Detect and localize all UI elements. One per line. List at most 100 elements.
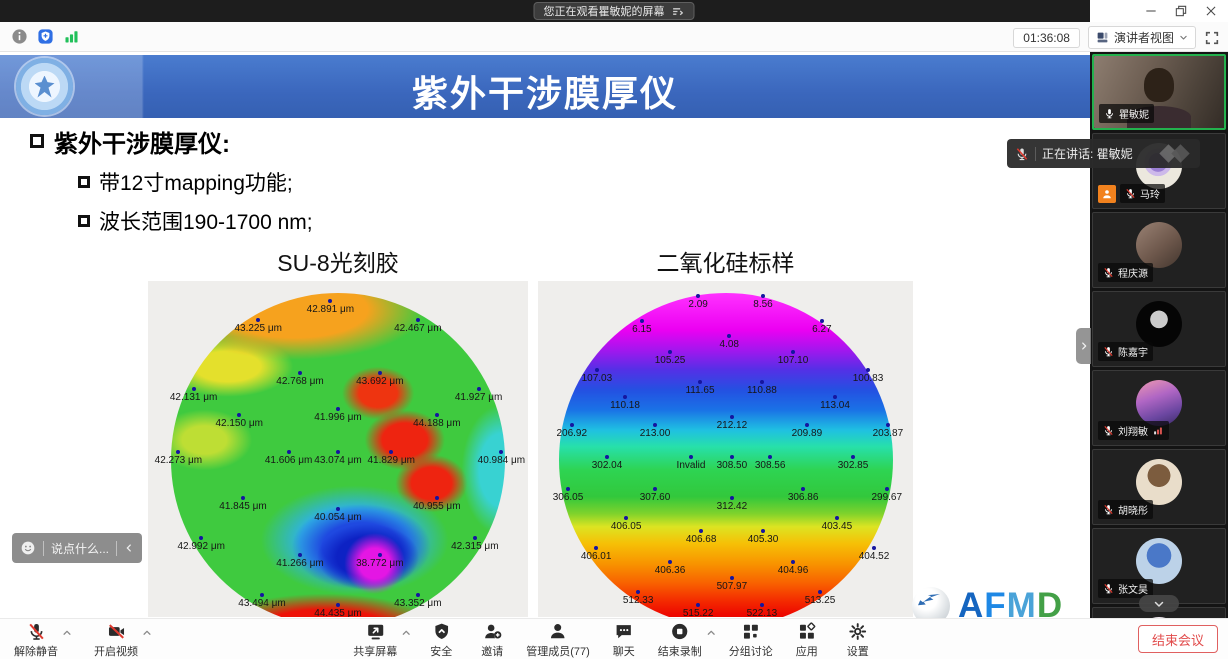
wafer-point-dot [594,368,599,373]
wafer-points-layer: 2.09 8.56 6.15 6.27 4.08 105.25 107.10 107.03 10… [538,281,913,617]
participant-tile[interactable]: 胡晓彤 [1092,449,1226,525]
participant-tile[interactable]: 瞿敏妮 [1092,54,1226,130]
meeting-security-shield-icon[interactable] [37,28,54,45]
tool-gear[interactable]: 设置 [841,622,875,659]
wafer-point-dot [377,552,382,557]
chevron-up-icon[interactable] [706,628,716,638]
tool-invite[interactable]: 邀请 [475,622,509,659]
screen-share-banner[interactable]: 您正在观看瞿敏妮的屏幕 [533,2,695,20]
watermark-icon [1158,143,1192,164]
collapse-chat-icon[interactable] [124,543,134,553]
wafer-point-label: 308.56 [754,460,786,472]
wafer-point-label: 40.955 μm [413,500,461,512]
wafer-point-label: 44.435 μm [314,608,362,617]
mic-muted-icon [1103,504,1114,515]
participant-tile[interactable]: 陈嘉宇 [1092,291,1226,367]
square-bullet-icon [78,215,90,227]
wafer-point-dot [885,423,890,428]
tool-breakout[interactable]: 分组讨论 [729,622,773,659]
wafer-point-dot [832,394,837,399]
participant-name-tag: 胡晓彤 [1098,500,1153,519]
wafer-point-label: 306.86 [787,492,819,504]
wafer-point-label: 107.03 [581,373,613,385]
wafer-point-dot [377,371,382,376]
wafer-point-label: 110.18 [610,399,640,411]
switch-screen-icon[interactable] [672,5,685,18]
end-meeting-button[interactable]: 结束会议 [1137,625,1218,653]
bullet-sub-1: 带12寸mapping功能; [78,167,313,197]
wafer-point-label: 42.768 μm [276,376,324,388]
smiley-icon[interactable] [20,540,36,556]
record-stop-icon [670,622,689,641]
wafer-point-label: 515.22 [682,608,714,617]
wafer-point-label: 107.10 [777,354,809,366]
chevron-up-icon[interactable] [142,628,152,638]
wafer-point-label: 406.01 [580,551,612,563]
wafer-point-dot [623,394,627,399]
tool-apps[interactable]: 应用 [790,622,824,659]
divider [116,540,118,556]
scroll-down-button[interactable] [1139,595,1179,612]
wafer-point-dot [624,515,629,520]
fullscreen-button[interactable] [1204,30,1220,46]
wafer-point-dot [336,603,340,608]
wafer-point-dot [636,589,641,594]
window-controls [1144,0,1218,22]
wafer-point-label: 507.97 [716,581,748,593]
tool-chat[interactable]: 聊天 [607,622,641,659]
wafer-point-dot [566,487,570,492]
wafer-point-label: 40.984 μm [477,455,526,467]
wafer-map-title-left: SU-8光刻胶 [277,250,399,276]
wafer-point-dot [286,450,291,455]
chat-placeholder[interactable]: 说点什么... [51,541,110,556]
tool-share[interactable]: 共享屏幕 [353,622,410,659]
wafer-point-dot [801,487,806,492]
wafer-point-dot [569,423,574,428]
view-mode-button[interactable]: 演讲者视图 [1087,26,1196,49]
tool-cam-muted[interactable]: 开启视频 [94,622,151,659]
meeting-info-icon[interactable] [11,28,28,45]
wafer-point-label: 41.829 μm [367,455,415,467]
chevron-up-icon[interactable] [62,628,72,638]
wafer-point-label: 404.52 [858,551,890,563]
wafer-point-dot [729,495,734,500]
participant-tile[interactable]: 程庆源 [1092,212,1226,288]
network-signal-icon[interactable] [63,28,80,45]
wafer-point-label: 307.60 [639,492,671,504]
restore-button[interactable] [1174,4,1188,18]
participant-tile[interactable]: 张文昊 [1092,528,1226,604]
wafer-point-dot [668,349,672,354]
wafer-point-dot [851,455,855,460]
wafer-point-label: 406.36 [654,564,686,576]
bullet-main: 紫外干涉膜厚仪: [30,124,313,158]
breakout-icon [741,622,760,641]
wafer-point-dot [729,455,734,460]
close-button[interactable] [1204,4,1218,18]
wafer-point-dot [866,368,870,373]
wafer-point-dot [668,559,672,564]
participant-tile[interactable]: 刘翔敏 [1092,370,1226,446]
status-bar: 01:36:08 演讲者视图 [0,22,1228,52]
apps-icon [797,622,816,641]
slide-bullets: 紫外干涉膜厚仪: 带12寸mapping功能; 波长范围190-1700 nm; [30,124,313,236]
wafer-point-dot [594,546,599,551]
wafer-point-label: 43.225 μm [234,322,282,334]
wafer-point-label: 42.891 μm [306,304,355,316]
tool-members[interactable]: 管理成员(77) [526,622,590,659]
tool-record-stop[interactable]: 结束录制 [658,622,715,659]
avatar [1136,459,1182,505]
chat-input-bubble[interactable]: 说点什么... [12,533,143,563]
mic-muted-icon [1103,346,1114,357]
wafer-point-dot [199,536,204,541]
sidebar-collapse-handle[interactable] [1076,328,1091,364]
bullet-sub-1-text: 带12寸mapping功能; [99,172,293,195]
tool-mic-muted[interactable]: 解除静音 [14,622,71,659]
participant-name-tag: 陈嘉宇 [1098,342,1153,361]
wafer-point-dot [696,603,701,608]
wafer-point-label: 406.68 [685,534,717,546]
wafer-point-label: 42.992 μm [177,541,225,553]
chevron-up-icon[interactable] [401,628,411,638]
wafer-point-dot [298,552,302,557]
tool-shield[interactable]: 安全 [424,622,458,659]
minimize-button[interactable] [1144,4,1158,18]
